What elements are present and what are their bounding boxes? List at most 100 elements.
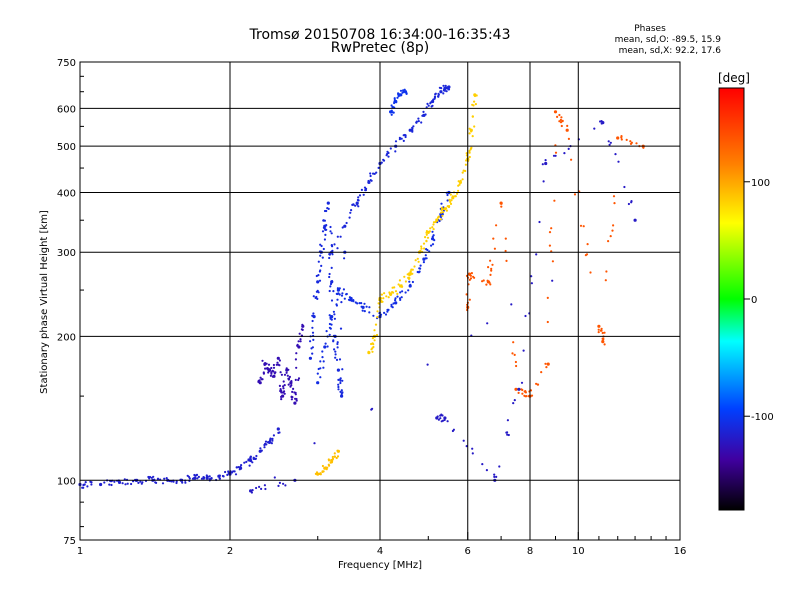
scatter-dot bbox=[513, 353, 516, 356]
scatter-dot bbox=[181, 481, 184, 484]
scatter-dot bbox=[541, 163, 544, 166]
scatter-dot bbox=[506, 419, 509, 422]
scatter-dot bbox=[336, 341, 339, 344]
scatter-dot bbox=[311, 352, 314, 355]
data-point bbox=[336, 368, 340, 372]
scatter-dot bbox=[90, 481, 93, 484]
scatter-dot bbox=[188, 477, 191, 480]
scatter-dot bbox=[470, 272, 473, 275]
scatter-dot bbox=[505, 259, 508, 262]
scatter-dot bbox=[441, 214, 444, 217]
scatter-dot bbox=[458, 183, 461, 186]
scatter-dot bbox=[268, 370, 271, 373]
scatter-dot bbox=[373, 339, 376, 342]
scatter-dot bbox=[259, 376, 262, 379]
scatter-dot bbox=[512, 402, 515, 405]
scatter-dot bbox=[364, 189, 367, 192]
chart-subtitle: RwPretec (8p) bbox=[331, 40, 429, 56]
scatter-dot bbox=[457, 189, 460, 192]
scatter-dot bbox=[625, 138, 628, 141]
scatter-dot bbox=[380, 161, 383, 164]
scatter-dot bbox=[337, 378, 340, 381]
scatter-dot bbox=[604, 279, 607, 282]
scatter-dot bbox=[264, 440, 268, 443]
scatter-dot bbox=[352, 300, 355, 303]
scatter-dot bbox=[348, 216, 351, 219]
scatter-dot bbox=[471, 135, 474, 138]
scatter-dot bbox=[601, 331, 604, 335]
scatter-dot bbox=[390, 109, 393, 112]
scatter-dot bbox=[330, 318, 333, 321]
scatter-dot bbox=[431, 226, 434, 229]
scatter-dot bbox=[329, 230, 332, 233]
scatter-dot bbox=[363, 310, 366, 313]
scatter-dot bbox=[392, 302, 395, 305]
y-tick-label: 500 bbox=[57, 142, 76, 153]
scatter-dot bbox=[559, 118, 563, 121]
scatter-dot bbox=[328, 272, 331, 276]
scatter-dot bbox=[567, 137, 571, 140]
scatter-dot bbox=[331, 455, 334, 459]
scatter-dot bbox=[522, 349, 525, 352]
scatter-dot bbox=[200, 477, 204, 480]
scatter-dot bbox=[635, 142, 638, 145]
scatter-dot bbox=[485, 469, 488, 472]
scatter-dot bbox=[498, 465, 501, 468]
scatter-dot bbox=[405, 92, 408, 95]
scatter-dot bbox=[538, 220, 541, 224]
x-tick-label: 1 bbox=[77, 546, 83, 557]
scatter-dot bbox=[315, 274, 318, 278]
scatter-dot bbox=[411, 130, 414, 133]
scatter-dot bbox=[413, 265, 416, 268]
scatter-dot bbox=[411, 280, 414, 284]
scatter-dot bbox=[267, 363, 271, 366]
scatter-dot bbox=[441, 414, 444, 417]
data-point bbox=[633, 218, 637, 222]
scatter-dot bbox=[425, 248, 428, 251]
scatter-dot bbox=[393, 286, 396, 289]
scatter-dot bbox=[276, 361, 279, 364]
scatter-dot bbox=[424, 257, 427, 260]
scatter-dot bbox=[328, 289, 331, 293]
scatter-dot bbox=[333, 348, 336, 351]
scatter-dot bbox=[235, 466, 238, 469]
data-point bbox=[336, 449, 340, 453]
scatter-dot bbox=[566, 124, 569, 127]
scatter-dot bbox=[430, 244, 433, 247]
scatter-dot bbox=[579, 224, 583, 227]
colorbar-label: [deg] bbox=[718, 71, 750, 85]
scatter-dot bbox=[350, 299, 353, 302]
scatter-dot bbox=[439, 215, 442, 218]
scatter-dot bbox=[623, 185, 626, 189]
scatter-dot bbox=[309, 340, 312, 343]
scatter-dot bbox=[443, 89, 446, 92]
scatter-dot bbox=[339, 327, 343, 330]
scatter-dot bbox=[339, 381, 342, 385]
scatter-dot bbox=[152, 475, 155, 478]
data-point bbox=[323, 345, 327, 349]
scatter-dot bbox=[391, 291, 394, 294]
scatter-dot bbox=[278, 364, 281, 367]
scatter-dot bbox=[432, 98, 435, 101]
scatter-dot bbox=[567, 147, 570, 150]
scatter-dot bbox=[358, 302, 361, 305]
scatter-dot bbox=[442, 84, 445, 87]
scatter-dot bbox=[563, 152, 566, 155]
scatter-dot bbox=[452, 428, 455, 431]
scatter-dot bbox=[431, 230, 434, 233]
scatter-dot bbox=[489, 259, 492, 262]
scatter-dot bbox=[424, 113, 427, 116]
scatter-dot bbox=[514, 360, 518, 364]
scatter-dot bbox=[417, 120, 420, 123]
scatter-dot bbox=[469, 274, 472, 277]
scatter-dot bbox=[607, 240, 610, 243]
data-point bbox=[565, 128, 569, 132]
scatter-dot bbox=[322, 219, 325, 222]
data-point bbox=[340, 394, 344, 398]
y-tick-label: 600 bbox=[57, 104, 76, 115]
scatter-dot bbox=[356, 198, 359, 202]
data-point bbox=[601, 340, 605, 344]
scatter-dot bbox=[542, 180, 545, 183]
scatter-dot bbox=[336, 287, 339, 290]
scatter-dot bbox=[248, 458, 252, 461]
